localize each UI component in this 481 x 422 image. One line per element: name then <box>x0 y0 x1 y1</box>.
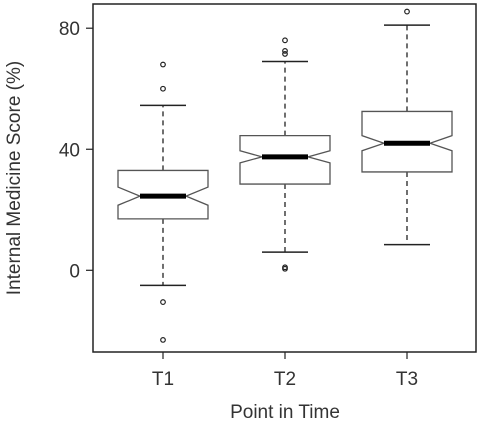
outlier-T2-1 <box>282 48 288 54</box>
outlier-T1-0 <box>160 85 166 92</box>
x-tick-label-T2: T2 <box>274 369 296 390</box>
notched-box-T2 <box>239 134 331 185</box>
x-tick-label-T3: T3 <box>396 369 418 390</box>
boxes-layer <box>117 8 453 343</box>
x-axis: T1 T2 T3 <box>152 352 418 390</box>
outlier-T1-3 <box>160 336 166 343</box>
outlier-T1-1 <box>160 61 166 68</box>
y-tick-label-80: 80 <box>59 19 80 40</box>
y-tick-label-0: 0 <box>69 261 80 282</box>
y-tick-label-40: 40 <box>59 140 80 161</box>
outlier-T2-2 <box>282 37 288 44</box>
y-axis: 0 40 80 <box>59 19 93 282</box>
x-tick-label-T1: T1 <box>152 369 174 390</box>
y-axis-title: Internal Medicine Score (%) <box>4 61 25 295</box>
x-axis-title: Point in Time <box>230 402 340 422</box>
box-T3 <box>361 8 453 246</box>
outlier-T1-2 <box>160 299 166 305</box>
outlier-T2-0 <box>282 51 288 57</box>
outlier-T2-4 <box>282 265 288 272</box>
box-T2 <box>239 37 331 272</box>
outlier-T3-0 <box>404 8 410 15</box>
box-T1 <box>117 61 209 343</box>
